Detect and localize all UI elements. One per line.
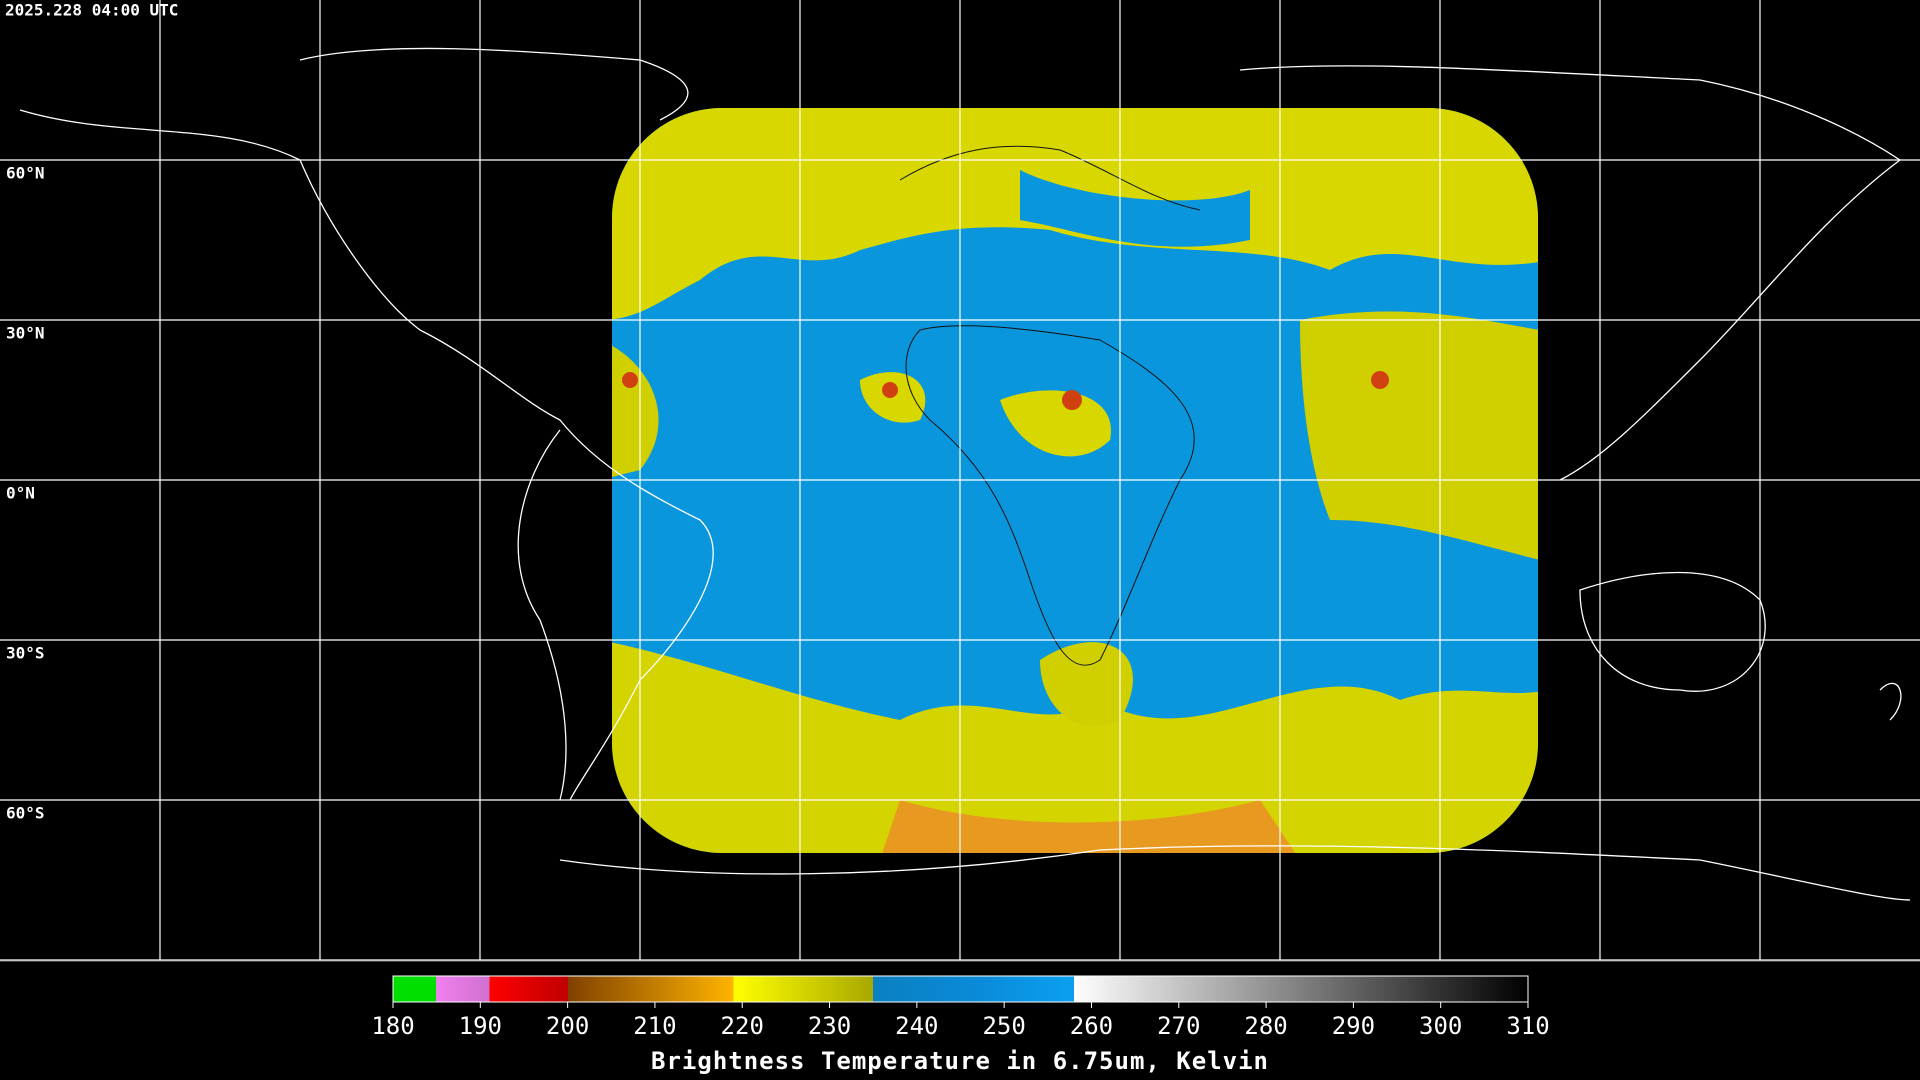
colorbar-tick-label: 290	[1332, 1012, 1375, 1040]
latitude-label: 0°N	[6, 484, 35, 503]
colorbar-tick-label: 190	[459, 1012, 502, 1040]
latitude-label: 30°N	[6, 324, 45, 343]
colorbar-tick-label: 200	[546, 1012, 589, 1040]
colorbar-tick-label: 300	[1419, 1012, 1462, 1040]
colorbar-tick-label: 180	[371, 1012, 414, 1040]
colorbar-tick-label: 250	[982, 1012, 1025, 1040]
colorbar-tick-label: 310	[1506, 1012, 1549, 1040]
colorbar-ticks: 180 190 200 210 220 230 240 250 260 270 280 290 300 3…	[371, 1002, 1550, 1040]
satellite-image	[612, 108, 1538, 853]
latitude-label: 60°S	[6, 804, 45, 823]
timestamp: 2025.228 04:00 UTC	[5, 1, 178, 20]
colorbar-tick-label: 230	[808, 1012, 851, 1040]
colorbar-tick-label: 270	[1157, 1012, 1200, 1040]
latitude-label: 60°N	[6, 164, 45, 183]
latitude-labels: 60°N 30°N 0°N 30°S 60°S	[6, 164, 45, 823]
coastlines	[19, 47, 1911, 901]
colorbar	[392, 975, 1529, 1003]
colorbar-tick-label: 210	[633, 1012, 676, 1040]
colorbar-tick-label: 280	[1244, 1012, 1287, 1040]
colorbar-title: Brightness Temperature in 6.75um, Kelvin	[651, 1047, 1269, 1075]
colorbar-tick-label: 260	[1070, 1012, 1113, 1040]
colorbar-tick-label: 240	[895, 1012, 938, 1040]
graticule	[0, 0, 1920, 962]
latitude-label: 30°S	[6, 644, 45, 663]
colorbar-tick-label: 220	[721, 1012, 764, 1040]
